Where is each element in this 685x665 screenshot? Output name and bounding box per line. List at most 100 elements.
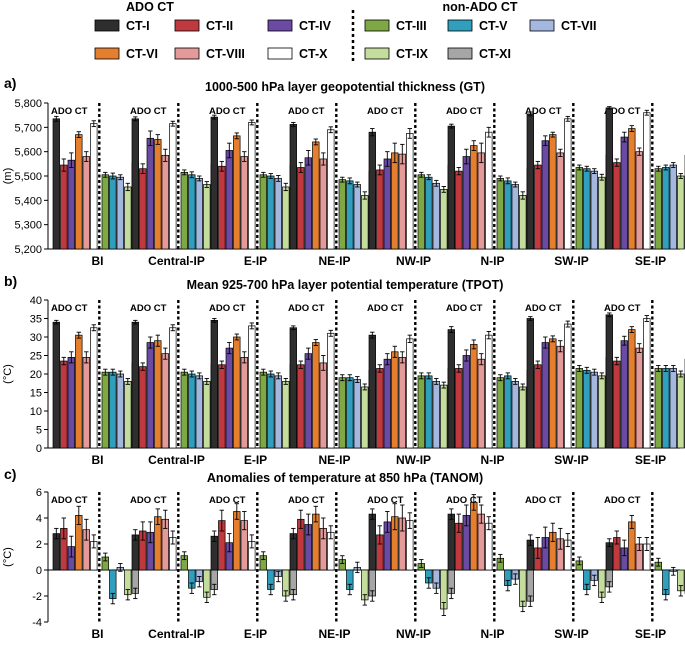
ado-ct-annotation: ADO CT bbox=[288, 495, 325, 506]
legend-swatch-ct-x bbox=[267, 47, 293, 60]
bar-e-ip-ct-iii bbox=[259, 371, 267, 449]
bar-bi-ct-ii bbox=[60, 360, 68, 449]
bar-nw-ip-ct-vii bbox=[432, 182, 440, 250]
bar-sw-ip-ct-v bbox=[583, 369, 591, 449]
bar-sw-ip-ct-viii bbox=[556, 345, 564, 449]
region-label: NW-IP bbox=[396, 627, 431, 641]
bar-nw-ip-ct-vii bbox=[432, 381, 440, 449]
bar-e-ip-ct-v bbox=[267, 175, 275, 250]
bar-n-ip-ct-iii bbox=[496, 377, 504, 449]
bar-bi-ct-v bbox=[109, 371, 117, 449]
y-tick-label: 20 bbox=[30, 369, 42, 381]
bar-n-ip-ct-ix bbox=[519, 195, 527, 250]
bar-central-ip-ct-v bbox=[188, 373, 196, 449]
bar-n-ip-ct-ii bbox=[455, 170, 463, 250]
bar-n-ip-ct-v bbox=[504, 180, 512, 250]
bar-central-ip-ct-viii bbox=[161, 353, 169, 449]
bar-central-ip-ct-vii bbox=[195, 178, 203, 250]
region-label: SW-IP bbox=[554, 627, 588, 641]
legend-group-non-ado: non-ADO CT bbox=[443, 0, 518, 14]
bar-central-ip-ct-i bbox=[131, 118, 139, 250]
ado-ct-annotation: ADO CT bbox=[525, 106, 562, 117]
bar-n-ip-ct-vi bbox=[470, 502, 478, 571]
bar-central-ip-ct-iv bbox=[146, 342, 154, 449]
bar-se-ip-ct-v bbox=[662, 167, 670, 250]
bar-sw-ip-ct-x bbox=[564, 118, 572, 250]
bar-sw-ip-ct-x bbox=[564, 323, 572, 449]
bar-sw-ip-ct-vi bbox=[549, 338, 557, 449]
bar-nw-ip-ct-iii bbox=[417, 174, 425, 250]
bar-nw-ip-ct-i bbox=[368, 513, 376, 571]
legend-swatch-ct-v bbox=[447, 19, 473, 32]
bar-central-ip-ct-vii bbox=[195, 375, 203, 449]
bar-sw-ip-ct-iv bbox=[541, 342, 549, 449]
bar-e-ip-ct-iii bbox=[259, 174, 267, 250]
bar-n-ip-ct-v bbox=[504, 375, 512, 449]
bar-sw-ip-ct-iv bbox=[541, 140, 549, 250]
bar-bi-ct-i bbox=[52, 321, 60, 449]
ado-ct-annotation: ADO CT bbox=[51, 495, 88, 506]
bar-central-ip-ct-x bbox=[169, 123, 177, 250]
bar-e-ip-ct-ii bbox=[218, 364, 226, 449]
bar-n-ip-ct-vi bbox=[470, 344, 478, 449]
ado-ct-annotation: ADO CT bbox=[288, 303, 325, 314]
bar-e-ip-ct-i bbox=[210, 320, 218, 449]
bar-sw-ip-ct-ix bbox=[598, 375, 606, 449]
bar-bi-ct-ii bbox=[60, 164, 68, 250]
y-tick-label: 30 bbox=[30, 332, 42, 344]
y-axis-label: (°C) bbox=[2, 364, 14, 384]
bar-ne-ip-ct-viii bbox=[319, 362, 327, 449]
bar-n-ip-ct-i bbox=[447, 329, 455, 449]
bar-nw-ip-ct-iv bbox=[383, 358, 391, 449]
bar-e-ip-ct-v bbox=[267, 373, 275, 449]
legend-label-ct-iii: CT-III bbox=[396, 19, 427, 33]
region-label: E-IP bbox=[244, 627, 267, 641]
legend-label-ct-ii: CT-II bbox=[206, 19, 233, 33]
y-axis-label: (°C) bbox=[2, 547, 14, 567]
bar-central-ip-ct-ii bbox=[139, 366, 147, 449]
bar-bi-ct-x bbox=[90, 123, 98, 250]
bar-n-ip-ct-ii bbox=[455, 368, 463, 449]
legend-label-ct-x: CT-X bbox=[299, 47, 328, 61]
bar-ne-ip-ct-iv bbox=[304, 157, 312, 250]
bar-se-ip-ct-iii bbox=[654, 168, 662, 250]
ado-ct-annotation: ADO CT bbox=[446, 106, 483, 117]
y-tick-label: 35 bbox=[30, 314, 42, 326]
bar-sw-ip-ct-iii bbox=[575, 368, 583, 449]
region-label: SW-IP bbox=[554, 254, 588, 268]
region-label: N-IP bbox=[481, 453, 505, 467]
region-label: E-IP bbox=[244, 254, 267, 268]
bar-se-ip-ct-vi bbox=[628, 128, 636, 250]
bar-se-ip-ct-iii bbox=[654, 368, 662, 449]
bar-n-ip-ct-viii bbox=[477, 358, 485, 449]
panel-title: 1000-500 hPa layer geopotential thicknes… bbox=[205, 80, 485, 94]
bar-n-ip-ct-ix bbox=[519, 386, 527, 449]
bar-e-ip-ct-viii bbox=[240, 156, 248, 250]
bar-sw-ip-ct-ix bbox=[598, 176, 606, 250]
bar-central-ip-ct-vi bbox=[154, 340, 162, 449]
region-label: SE-IP bbox=[635, 453, 666, 467]
bar-se-ip-ct-iv bbox=[620, 136, 628, 250]
bar-nw-ip-ct-vi bbox=[391, 152, 399, 250]
y-tick-label: 15 bbox=[30, 388, 42, 400]
bar-ne-ip-ct-v bbox=[346, 377, 354, 449]
bar-bi-ct-iii bbox=[101, 174, 109, 250]
bar-nw-ip-ct-vi bbox=[391, 351, 399, 449]
bar-bi-ct-ix bbox=[124, 186, 132, 250]
bar-ne-ip-ct-iii bbox=[338, 377, 346, 449]
bar-bi-ct-ix bbox=[124, 381, 132, 449]
bar-central-ip-ct-ix bbox=[203, 381, 211, 449]
region-label: Central-IP bbox=[148, 254, 205, 268]
region-label: SW-IP bbox=[554, 453, 588, 467]
legend-label-ct-viii: CT-VIII bbox=[206, 47, 245, 61]
legend: ADO CT non-ADO CT CT-I CT-II CT-IV CT-III CT… bbox=[94, 0, 596, 64]
y-tick-label: 5,800 bbox=[14, 98, 42, 110]
ado-ct-annotation: ADO CT bbox=[130, 303, 167, 314]
bar-central-ip-ct-i bbox=[131, 321, 139, 449]
bar-ne-ip-ct-iv bbox=[304, 353, 312, 449]
y-tick-label: 5,200 bbox=[14, 244, 42, 256]
bar-ne-ip-ct-vii bbox=[353, 184, 361, 250]
y-tick-label: 25 bbox=[30, 351, 42, 363]
bar-e-ip-ct-x bbox=[248, 122, 256, 250]
bar-bi-ct-vii bbox=[116, 176, 124, 250]
